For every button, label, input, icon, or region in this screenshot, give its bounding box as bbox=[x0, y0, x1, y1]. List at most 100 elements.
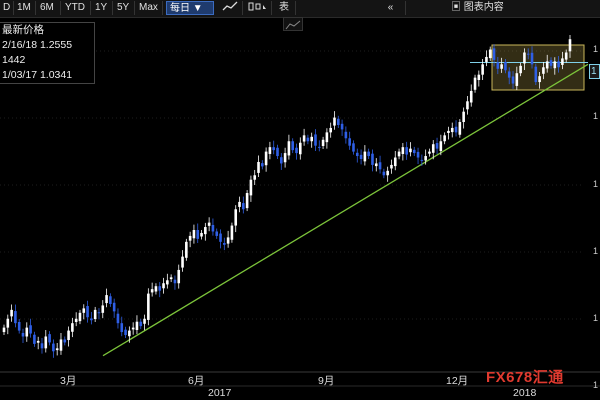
candle bbox=[317, 140, 321, 152]
candle bbox=[185, 238, 188, 261]
candle bbox=[283, 147, 287, 168]
candle bbox=[59, 332, 63, 355]
watermark-logo: FX678汇通 bbox=[486, 369, 564, 386]
candle bbox=[443, 132, 446, 145]
candle bbox=[295, 143, 298, 160]
y-tick-label-1: 1 bbox=[593, 111, 599, 121]
candle bbox=[162, 277, 165, 294]
candle bbox=[352, 140, 355, 155]
chart-type-icon[interactable] bbox=[283, 17, 303, 31]
candle bbox=[63, 336, 67, 346]
candle bbox=[367, 148, 370, 159]
candle bbox=[226, 230, 230, 248]
candle bbox=[196, 223, 200, 244]
candle bbox=[310, 132, 313, 148]
chart-content-icon: ▣ bbox=[451, 2, 461, 13]
candle bbox=[74, 312, 78, 327]
range-5y-button[interactable]: 5Y bbox=[114, 1, 135, 15]
candlestick-icon[interactable] bbox=[244, 1, 272, 15]
candle bbox=[36, 336, 40, 350]
candle bbox=[78, 309, 82, 325]
consolidation-box bbox=[491, 44, 585, 91]
candle bbox=[344, 126, 348, 144]
candle bbox=[44, 329, 48, 353]
candle bbox=[401, 143, 405, 161]
candle bbox=[325, 128, 329, 149]
candle bbox=[557, 56, 560, 73]
y-tick-label-5: 1 bbox=[593, 380, 599, 390]
candle bbox=[207, 217, 211, 232]
y-tick-label-3: 1 bbox=[593, 246, 599, 256]
candle bbox=[128, 326, 131, 343]
candle bbox=[462, 107, 465, 129]
candle bbox=[71, 317, 74, 338]
range-1y-button[interactable]: 1Y bbox=[92, 1, 113, 15]
candle bbox=[200, 230, 203, 240]
toolbar: D 1M 6M YTD 1Y 5Y Max 每日 ▼ 表 « ▣ 图表内容 bbox=[0, 0, 600, 18]
range-1m-button[interactable]: 1M bbox=[14, 1, 36, 15]
table-button[interactable]: 表 bbox=[276, 1, 296, 15]
candle bbox=[173, 275, 177, 290]
range-max-button[interactable]: Max bbox=[136, 1, 163, 15]
candle bbox=[355, 148, 359, 163]
y-tick-label-0: 1 bbox=[593, 44, 599, 54]
range-ytd-button[interactable]: YTD bbox=[62, 1, 91, 15]
candle bbox=[257, 155, 260, 178]
candle bbox=[192, 224, 196, 244]
candle bbox=[568, 35, 572, 58]
candle bbox=[496, 56, 500, 75]
candle bbox=[409, 142, 412, 157]
candle bbox=[390, 159, 393, 174]
candle bbox=[55, 343, 59, 356]
candle bbox=[454, 120, 458, 137]
chart-content-label: 图表内容 bbox=[463, 2, 504, 13]
candle bbox=[507, 67, 511, 85]
y-tick-label-2: 1 bbox=[593, 179, 599, 189]
chart-content-button[interactable]: ▣ 图表内容 bbox=[448, 1, 518, 15]
candle bbox=[416, 147, 420, 165]
candle bbox=[93, 306, 97, 323]
range-d-button[interactable]: D bbox=[0, 1, 14, 15]
candle bbox=[150, 282, 154, 297]
candle bbox=[67, 326, 70, 347]
candle bbox=[120, 316, 124, 337]
candle bbox=[538, 72, 541, 89]
candle bbox=[382, 168, 386, 179]
candle bbox=[500, 57, 503, 73]
candle bbox=[234, 205, 238, 233]
candle bbox=[340, 119, 344, 136]
candle bbox=[519, 62, 522, 77]
candle bbox=[431, 140, 435, 160]
candle bbox=[82, 304, 86, 320]
line-chart-icon[interactable] bbox=[219, 1, 243, 15]
candle bbox=[97, 308, 101, 320]
candle bbox=[397, 148, 401, 160]
candle bbox=[291, 138, 294, 154]
candle bbox=[473, 74, 477, 93]
range-6m-button[interactable]: 6M bbox=[37, 1, 61, 15]
candle bbox=[139, 318, 143, 330]
candle bbox=[245, 190, 249, 212]
candle bbox=[435, 137, 439, 154]
interval-select[interactable]: 每日 ▼ bbox=[166, 1, 214, 15]
candle bbox=[466, 95, 469, 115]
candle bbox=[378, 155, 382, 174]
candle bbox=[166, 273, 169, 289]
candle bbox=[116, 308, 120, 329]
x-year-label-2018: 2018 bbox=[513, 387, 537, 399]
candle bbox=[553, 57, 557, 75]
grid bbox=[0, 50, 584, 320]
last-price-tag: 1 bbox=[589, 64, 600, 79]
candle bbox=[124, 326, 127, 338]
double-left-icon[interactable]: « bbox=[376, 1, 406, 15]
candle bbox=[109, 293, 112, 307]
candle bbox=[2, 324, 6, 336]
candle bbox=[488, 46, 492, 62]
candle bbox=[393, 151, 397, 171]
candle bbox=[564, 49, 568, 63]
candle bbox=[302, 128, 306, 146]
candle bbox=[561, 51, 564, 70]
candle bbox=[481, 59, 484, 81]
candle bbox=[534, 63, 538, 86]
candle bbox=[276, 144, 279, 159]
